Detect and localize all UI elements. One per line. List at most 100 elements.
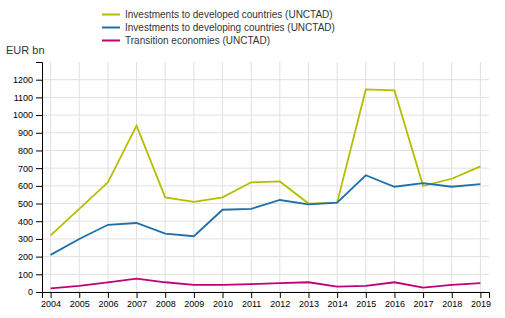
grid-line-x xyxy=(107,62,108,292)
legend-item: Investments to developing countries (UNC… xyxy=(102,22,335,33)
plot-area: 2004200520062007200820092010201120122013… xyxy=(13,62,491,309)
x-tick-label: 2018 xyxy=(442,299,462,309)
legend-item: Transition economies (UNCTAD) xyxy=(102,35,270,46)
y-axis-label: EUR bn xyxy=(6,44,45,56)
x-tick-mark xyxy=(423,292,424,298)
grid-line-x xyxy=(423,62,424,292)
x-tick: 2006 xyxy=(98,292,118,309)
x-tick: 2010 xyxy=(213,292,233,309)
y-tick-mark xyxy=(36,80,42,81)
x-tick: 2004 xyxy=(41,292,61,309)
x-tick-label: 2007 xyxy=(127,299,147,309)
x-tick-mark xyxy=(480,292,481,298)
x-tick-label: 2013 xyxy=(299,299,319,309)
grid-line-y xyxy=(42,185,489,186)
grid-line-y xyxy=(42,79,489,80)
legend-swatch xyxy=(102,14,120,16)
x-tick: 2005 xyxy=(70,292,90,309)
grid-line-x xyxy=(365,62,366,292)
y-tick-label: 300 xyxy=(18,234,33,244)
legend-label: Investments to developing countries (UNC… xyxy=(125,22,335,33)
x-tick-mark xyxy=(137,292,138,298)
grid-line-x xyxy=(50,62,51,292)
x-tick-label: 2006 xyxy=(98,299,118,309)
y-tick: 1100 xyxy=(14,93,42,103)
x-tick-label: 2004 xyxy=(41,299,61,309)
y-axis-line xyxy=(36,63,43,293)
y-tick-label: 1000 xyxy=(13,110,33,120)
x-tick: 2013 xyxy=(299,292,319,309)
y-tick-label: 1200 xyxy=(13,75,33,85)
chart-svg: 2004200520062007200820092010201120122013… xyxy=(0,0,505,318)
x-tick-mark xyxy=(366,292,367,298)
x-tick: 2017 xyxy=(414,292,434,309)
y-tick-mark xyxy=(36,239,42,240)
grid-line-x xyxy=(308,62,309,292)
grid-line-y xyxy=(42,274,489,275)
grid-line-x xyxy=(222,62,223,292)
grid-line-x xyxy=(251,62,252,292)
grid-line-x xyxy=(394,62,395,292)
x-tick-mark xyxy=(280,292,281,298)
y-tick-mark xyxy=(36,97,42,98)
grid-line-y xyxy=(42,150,489,151)
grid-line-y xyxy=(42,168,489,169)
y-tick-mark xyxy=(36,115,42,116)
grid-line-x xyxy=(480,62,481,292)
y-tick-mark xyxy=(36,150,42,151)
x-tick-label: 2010 xyxy=(213,299,233,309)
x-tick: 2019 xyxy=(471,292,491,309)
y-tick: 600 xyxy=(18,181,42,191)
y-tick-label: 700 xyxy=(18,164,33,174)
y-tick: 300 xyxy=(18,234,42,244)
x-tick-mark xyxy=(165,292,166,298)
y-tick-label: 0 xyxy=(28,287,33,297)
y-tick-label: 600 xyxy=(18,181,33,191)
x-tick-mark xyxy=(51,292,52,298)
y-tick: 1200 xyxy=(13,75,42,85)
lines xyxy=(51,89,481,288)
x-tick: 2009 xyxy=(184,292,204,309)
grid-line-y xyxy=(42,221,489,222)
y-tick: 100 xyxy=(18,270,42,280)
x-tick-mark xyxy=(394,292,395,298)
grid-line-y xyxy=(42,115,489,116)
x-tick-label: 2009 xyxy=(184,299,204,309)
grid-line-y xyxy=(42,132,489,133)
y-tick-mark xyxy=(36,204,42,205)
x-tick: 2011 xyxy=(242,292,261,309)
legend-label: Transition economies (UNCTAD) xyxy=(125,35,270,46)
x-tick-label: 2017 xyxy=(414,299,434,309)
legend-item: Investments to developed countries (UNCT… xyxy=(102,9,333,20)
y-tick-mark xyxy=(36,257,42,258)
x-tick-label: 2015 xyxy=(356,299,376,309)
x-tick-label: 2008 xyxy=(156,299,176,309)
y-tick-label: 1100 xyxy=(14,93,33,103)
series-line xyxy=(51,279,481,289)
x-axis-line xyxy=(43,293,490,299)
grid-line-x xyxy=(279,62,280,292)
y-tick: 500 xyxy=(18,199,42,209)
legend-label: Investments to developed countries (UNCT… xyxy=(125,9,333,20)
series-line xyxy=(51,175,481,255)
x-tick: 2014 xyxy=(328,292,348,309)
x-tick-mark xyxy=(308,292,309,298)
y-tick-mark xyxy=(36,168,42,169)
x-tick: 2007 xyxy=(127,292,147,309)
x-tick-mark xyxy=(251,292,252,298)
grid-line-x xyxy=(451,62,452,292)
x-tick-label: 2016 xyxy=(385,299,405,309)
x-tick-label: 2005 xyxy=(70,299,90,309)
x-tick: 2018 xyxy=(442,292,462,309)
y-tick: 700 xyxy=(18,164,42,174)
grid-line-y xyxy=(42,256,489,257)
legend-swatch xyxy=(102,40,120,42)
y-tick-mark xyxy=(36,133,42,134)
y-tick-label: 500 xyxy=(18,199,33,209)
chart-container: 2004200520062007200820092010201120122013… xyxy=(0,0,505,318)
y-tick-mark xyxy=(36,221,42,222)
y-tick-label: 100 xyxy=(18,270,33,280)
grid-line-x xyxy=(193,62,194,292)
x-tick-label: 2019 xyxy=(471,299,491,309)
y-tick-label: 800 xyxy=(18,146,33,156)
